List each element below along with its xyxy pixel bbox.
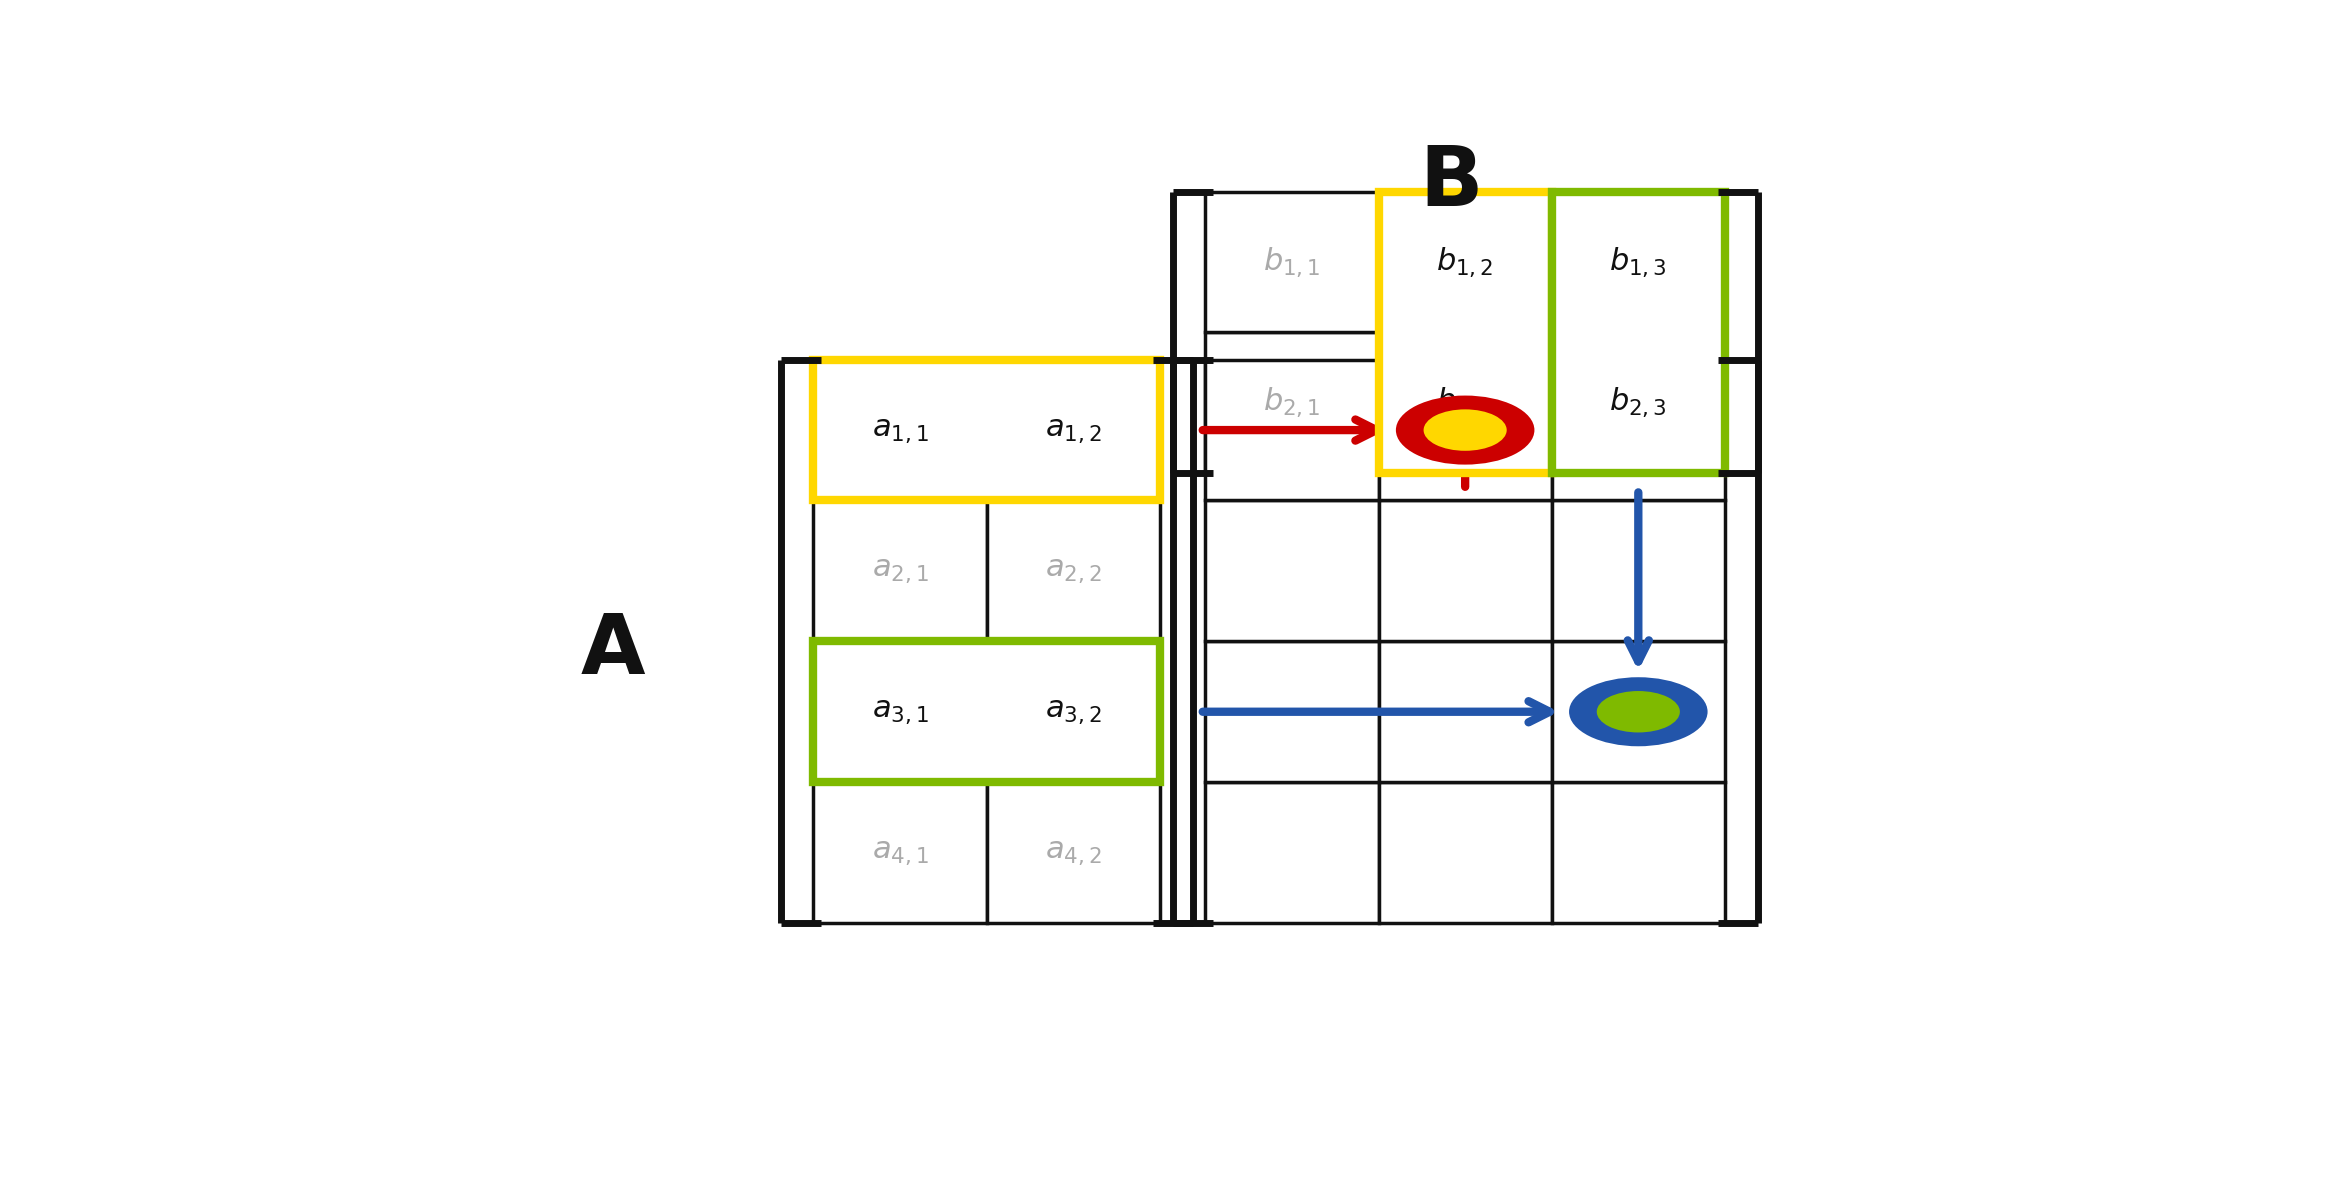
Bar (1378, 333, 1552, 473)
Circle shape (1597, 691, 1679, 733)
Circle shape (1395, 395, 1534, 465)
Bar (1378, 782, 1552, 923)
Bar (1378, 500, 1552, 641)
Text: $b_{2,3}$: $b_{2,3}$ (1609, 386, 1668, 419)
Text: $b_{1,1}$: $b_{1,1}$ (1263, 245, 1322, 278)
Bar (988, 500, 1160, 641)
Text: $b_{2,1}$: $b_{2,1}$ (1263, 386, 1322, 419)
Text: $a_{2,2}$: $a_{2,2}$ (1044, 557, 1101, 585)
Bar (814, 360, 1160, 500)
Text: $b_{2,2}$: $b_{2,2}$ (1437, 386, 1494, 419)
Text: $a_{3,2}$: $a_{3,2}$ (1044, 697, 1101, 726)
Bar (1552, 782, 1724, 923)
Bar (1378, 191, 1552, 473)
Bar (1207, 782, 1378, 923)
Bar (1552, 333, 1724, 473)
Bar (814, 500, 988, 641)
Bar (1207, 333, 1378, 473)
Bar (1552, 191, 1724, 333)
Bar (1207, 641, 1378, 782)
Bar (1207, 360, 1378, 500)
Bar (1378, 191, 1552, 333)
Circle shape (1423, 409, 1508, 451)
Bar (814, 641, 988, 782)
Bar (988, 360, 1160, 500)
Bar (988, 641, 1160, 782)
Bar (1207, 191, 1378, 333)
Bar (1552, 500, 1724, 641)
Text: $a_{4,1}$: $a_{4,1}$ (873, 838, 929, 867)
Bar (814, 360, 988, 500)
Bar (988, 782, 1160, 923)
Text: B: B (1421, 142, 1484, 223)
Text: $b_{1,3}$: $b_{1,3}$ (1609, 245, 1668, 278)
Text: $b_{1,2}$: $b_{1,2}$ (1437, 245, 1494, 278)
Bar (814, 641, 1160, 782)
Bar (814, 782, 988, 923)
Text: $a_{4,2}$: $a_{4,2}$ (1044, 838, 1101, 867)
Text: $a_{1,1}$: $a_{1,1}$ (873, 415, 929, 445)
Bar (1552, 360, 1724, 500)
Text: A: A (581, 610, 644, 691)
Bar (1552, 641, 1724, 782)
Text: $a_{1,2}$: $a_{1,2}$ (1044, 415, 1101, 445)
Circle shape (1569, 677, 1708, 746)
Text: $a_{2,1}$: $a_{2,1}$ (873, 557, 929, 585)
Bar (1378, 641, 1552, 782)
Bar (1378, 360, 1552, 500)
Text: $a_{3,1}$: $a_{3,1}$ (873, 697, 929, 726)
Bar (1207, 500, 1378, 641)
Bar (1552, 191, 1724, 473)
